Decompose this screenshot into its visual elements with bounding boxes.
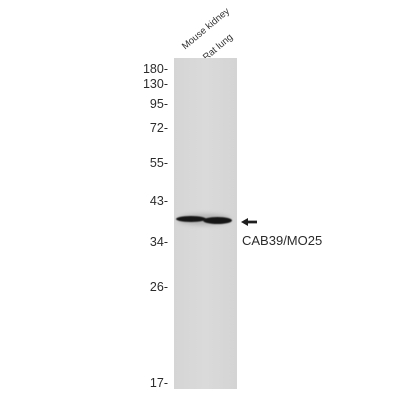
marker-43: 43- [149,194,168,208]
target-protein-label: CAB39/MO25 [242,233,323,248]
marker-180: 180- [142,62,168,76]
marker-55: 55- [149,156,168,170]
band-rat-lung [203,217,232,224]
marker-34: 34- [149,235,168,249]
marker-95: 95- [149,97,168,111]
marker-130: 130- [142,77,168,91]
band-mouse-kidney [176,216,206,222]
blot-membrane [174,58,237,389]
marker-26: 26- [149,280,168,294]
arrow-left-icon [241,218,257,226]
marker-72: 72- [149,121,168,135]
marker-17: 17- [149,376,168,390]
